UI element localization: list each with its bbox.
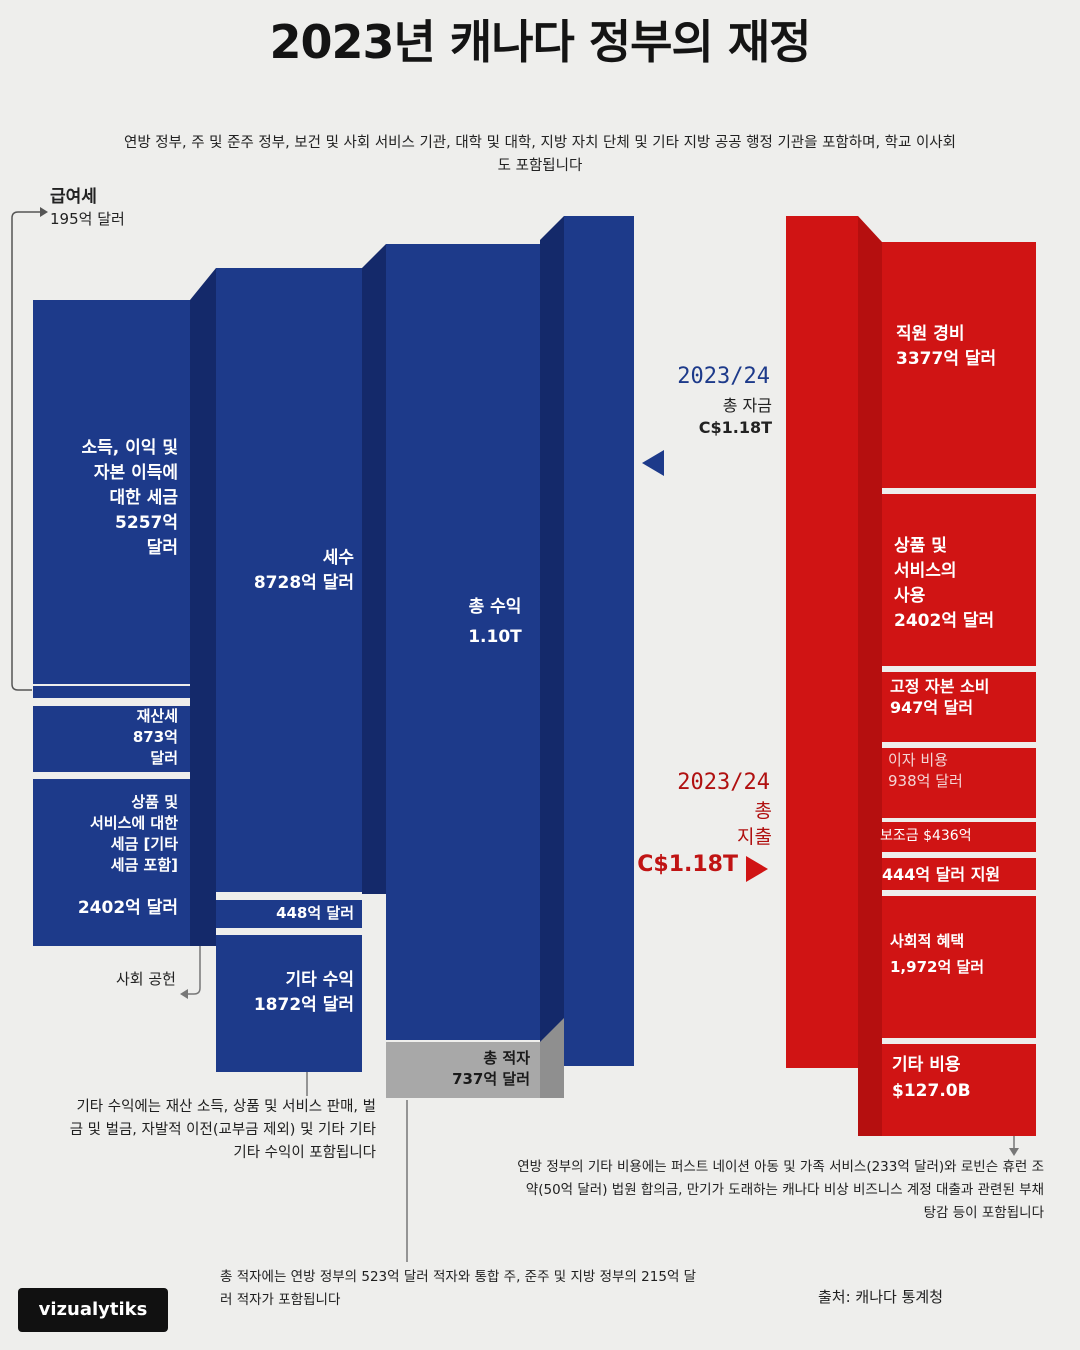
grants-label: 444억 달러 지원 [882, 865, 1001, 884]
goods-tax-label: 상품 및 서비스에 대한 세금 [기타 세금 포함] [89, 793, 178, 874]
social-benefits-block [882, 896, 1036, 1038]
payroll-tax-block [33, 686, 190, 698]
spending-value: C$1.18T [637, 852, 738, 877]
column3-side [540, 216, 564, 1042]
spending-label1: 총 [754, 800, 772, 822]
social-contrib-label: 사회 공헌 [116, 970, 176, 988]
spending-arrow-icon [746, 856, 768, 882]
grants-block [882, 858, 1036, 890]
source-label: 출처: 캐나다 통계청 [818, 1288, 943, 1306]
goods-services-block [882, 494, 1036, 666]
payroll-tax-label: 급여세 [50, 187, 97, 207]
subsidy-label: 보조금 $436억 [880, 828, 972, 844]
spending-label2: 지출 [737, 826, 772, 848]
payroll-tax-value: 195억 달러 [50, 210, 125, 228]
other-expense-note: 연방 정부의 기타 비용에는 퍼스트 네이션 아동 및 가족 서비스(233억 … [517, 1159, 1044, 1221]
other-expense-label: 기타 비용 $127.0B [892, 1055, 971, 1101]
property-tax-label: 재산세 873억 달러 [132, 707, 178, 767]
column1-side [190, 268, 216, 946]
subsidy-block [882, 822, 1036, 852]
staff-label: 직원 경비 3377억 달러 [896, 324, 997, 369]
tax-total-label: 세수 8728억 달러 [253, 548, 354, 593]
column2-side [362, 244, 386, 894]
social-benefits-label: 사회적 혜택 1,972억 달러 [890, 932, 985, 976]
page-title: 2023년 캐나다 정부의 재정 [269, 15, 812, 69]
other-income-note: 기타 수익에는 재산 소득, 상품 및 서비스 판매, 벌금 및 벌금, 자발적… [69, 1099, 376, 1161]
other-income-block [216, 935, 362, 1072]
interest-label: 이자 비용 938억 달러 [888, 751, 963, 790]
expense-side [858, 216, 882, 1136]
funding-arrow-icon [642, 450, 664, 476]
other-income-label: 기타 수익 1872억 달러 [253, 970, 354, 1015]
social-contrib-block [216, 900, 362, 928]
page-subtitle: 연방 정부, 주 및 준주 정부, 보건 및 사회 서비스 기관, 대학 및 대… [124, 135, 956, 174]
staff-block [882, 242, 1036, 488]
capital-block [882, 672, 1036, 742]
funding-year: 2023/24 [677, 364, 770, 389]
income-tax-block [33, 300, 190, 684]
total-spending-bar [786, 216, 858, 1068]
goods-tax-block [33, 779, 190, 946]
goods-tax-value: 2402억 달러 [77, 898, 178, 918]
funding-value: C$1.18T [698, 418, 772, 437]
deficit-note: 총 적자에는 연방 정부의 523억 달러 적자와 통합 주, 준주 및 지방 … [220, 1269, 697, 1308]
income-tax-label: 소득, 이익 및 자본 이득에 대한 세금 5257억 달러 [81, 438, 179, 558]
funding-label: 총 자금 [722, 396, 772, 415]
deficit-block [386, 1042, 540, 1098]
goods-services-label: 상품 및 서비스의 사용 2402억 달러 [894, 536, 995, 631]
total-revenue-block [386, 244, 540, 1040]
total-funding-bar [564, 216, 634, 1066]
tax-total-block [216, 268, 362, 892]
brand-logo: vizualytiks [18, 1288, 168, 1332]
interest-block [882, 748, 1036, 818]
social-contrib-value: 448억 달러 [276, 904, 354, 922]
deficit-label: 총 적자 737억 달러 [452, 1049, 530, 1088]
other-expense-block [882, 1044, 1036, 1136]
property-tax-block [33, 706, 190, 772]
total-revenue-label: 총 수익 1.10T [468, 597, 522, 647]
spending-year: 2023/24 [677, 770, 770, 795]
capital-label: 고정 자본 소비 947억 달러 [890, 677, 990, 717]
